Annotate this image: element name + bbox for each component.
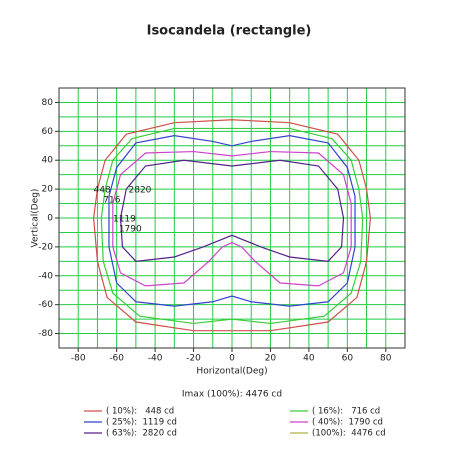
legend-label: ( 16%): 716 cd [312,407,380,417]
y-tick-label: 80 [42,98,54,108]
x-tick-label: 20 [265,354,277,364]
isocandela-contour [108,135,356,307]
legend-label: (100%): 4476 cd [312,429,386,439]
y-tick-label: -80 [38,329,53,339]
x-tick-label: 80 [380,354,392,364]
x-axis-label: Horizontal(Deg) [196,367,267,377]
chart-title: Isocandela (rectangle) [147,24,312,39]
y-axis-label: Vertical(Deg) [31,189,41,248]
y-tick-label: 20 [42,185,54,195]
y-tick-label: -20 [38,242,53,252]
y-tick-label: -60 [38,300,53,310]
isocandela-contour [112,150,352,287]
legend-label: ( 10%): 448 cd [106,407,174,417]
y-tick-label: -40 [38,271,53,281]
x-tick-label: -20 [186,354,201,364]
x-tick-label: -40 [148,354,163,364]
contour-label: 716 [103,196,120,206]
x-tick-label: -80 [71,354,86,364]
x-tick-label: 60 [342,354,354,364]
legend-label: ( 63%): 2820 cd [106,429,177,439]
y-tick-label: 40 [42,156,54,166]
isocandela-contour [119,159,345,262]
legend-label: ( 40%): 1790 cd [312,418,383,428]
isocandela-contour [92,119,372,332]
x-tick-label: -60 [109,354,124,364]
y-tick-label: 0 [47,214,53,224]
y-tick-label: 60 [42,127,54,137]
contour-label: 1790 [119,224,142,234]
imax-note: Imax (100%): 4476 cd [182,390,282,400]
contour-label: 2820 [129,186,152,196]
isocandela-contour [100,127,364,325]
contour-label: 448 [94,186,111,196]
x-tick-label: 0 [229,354,235,364]
x-tick-label: 40 [303,354,315,364]
legend-label: ( 25%): 1119 cd [106,418,177,428]
contour-label: 1119 [113,214,136,224]
